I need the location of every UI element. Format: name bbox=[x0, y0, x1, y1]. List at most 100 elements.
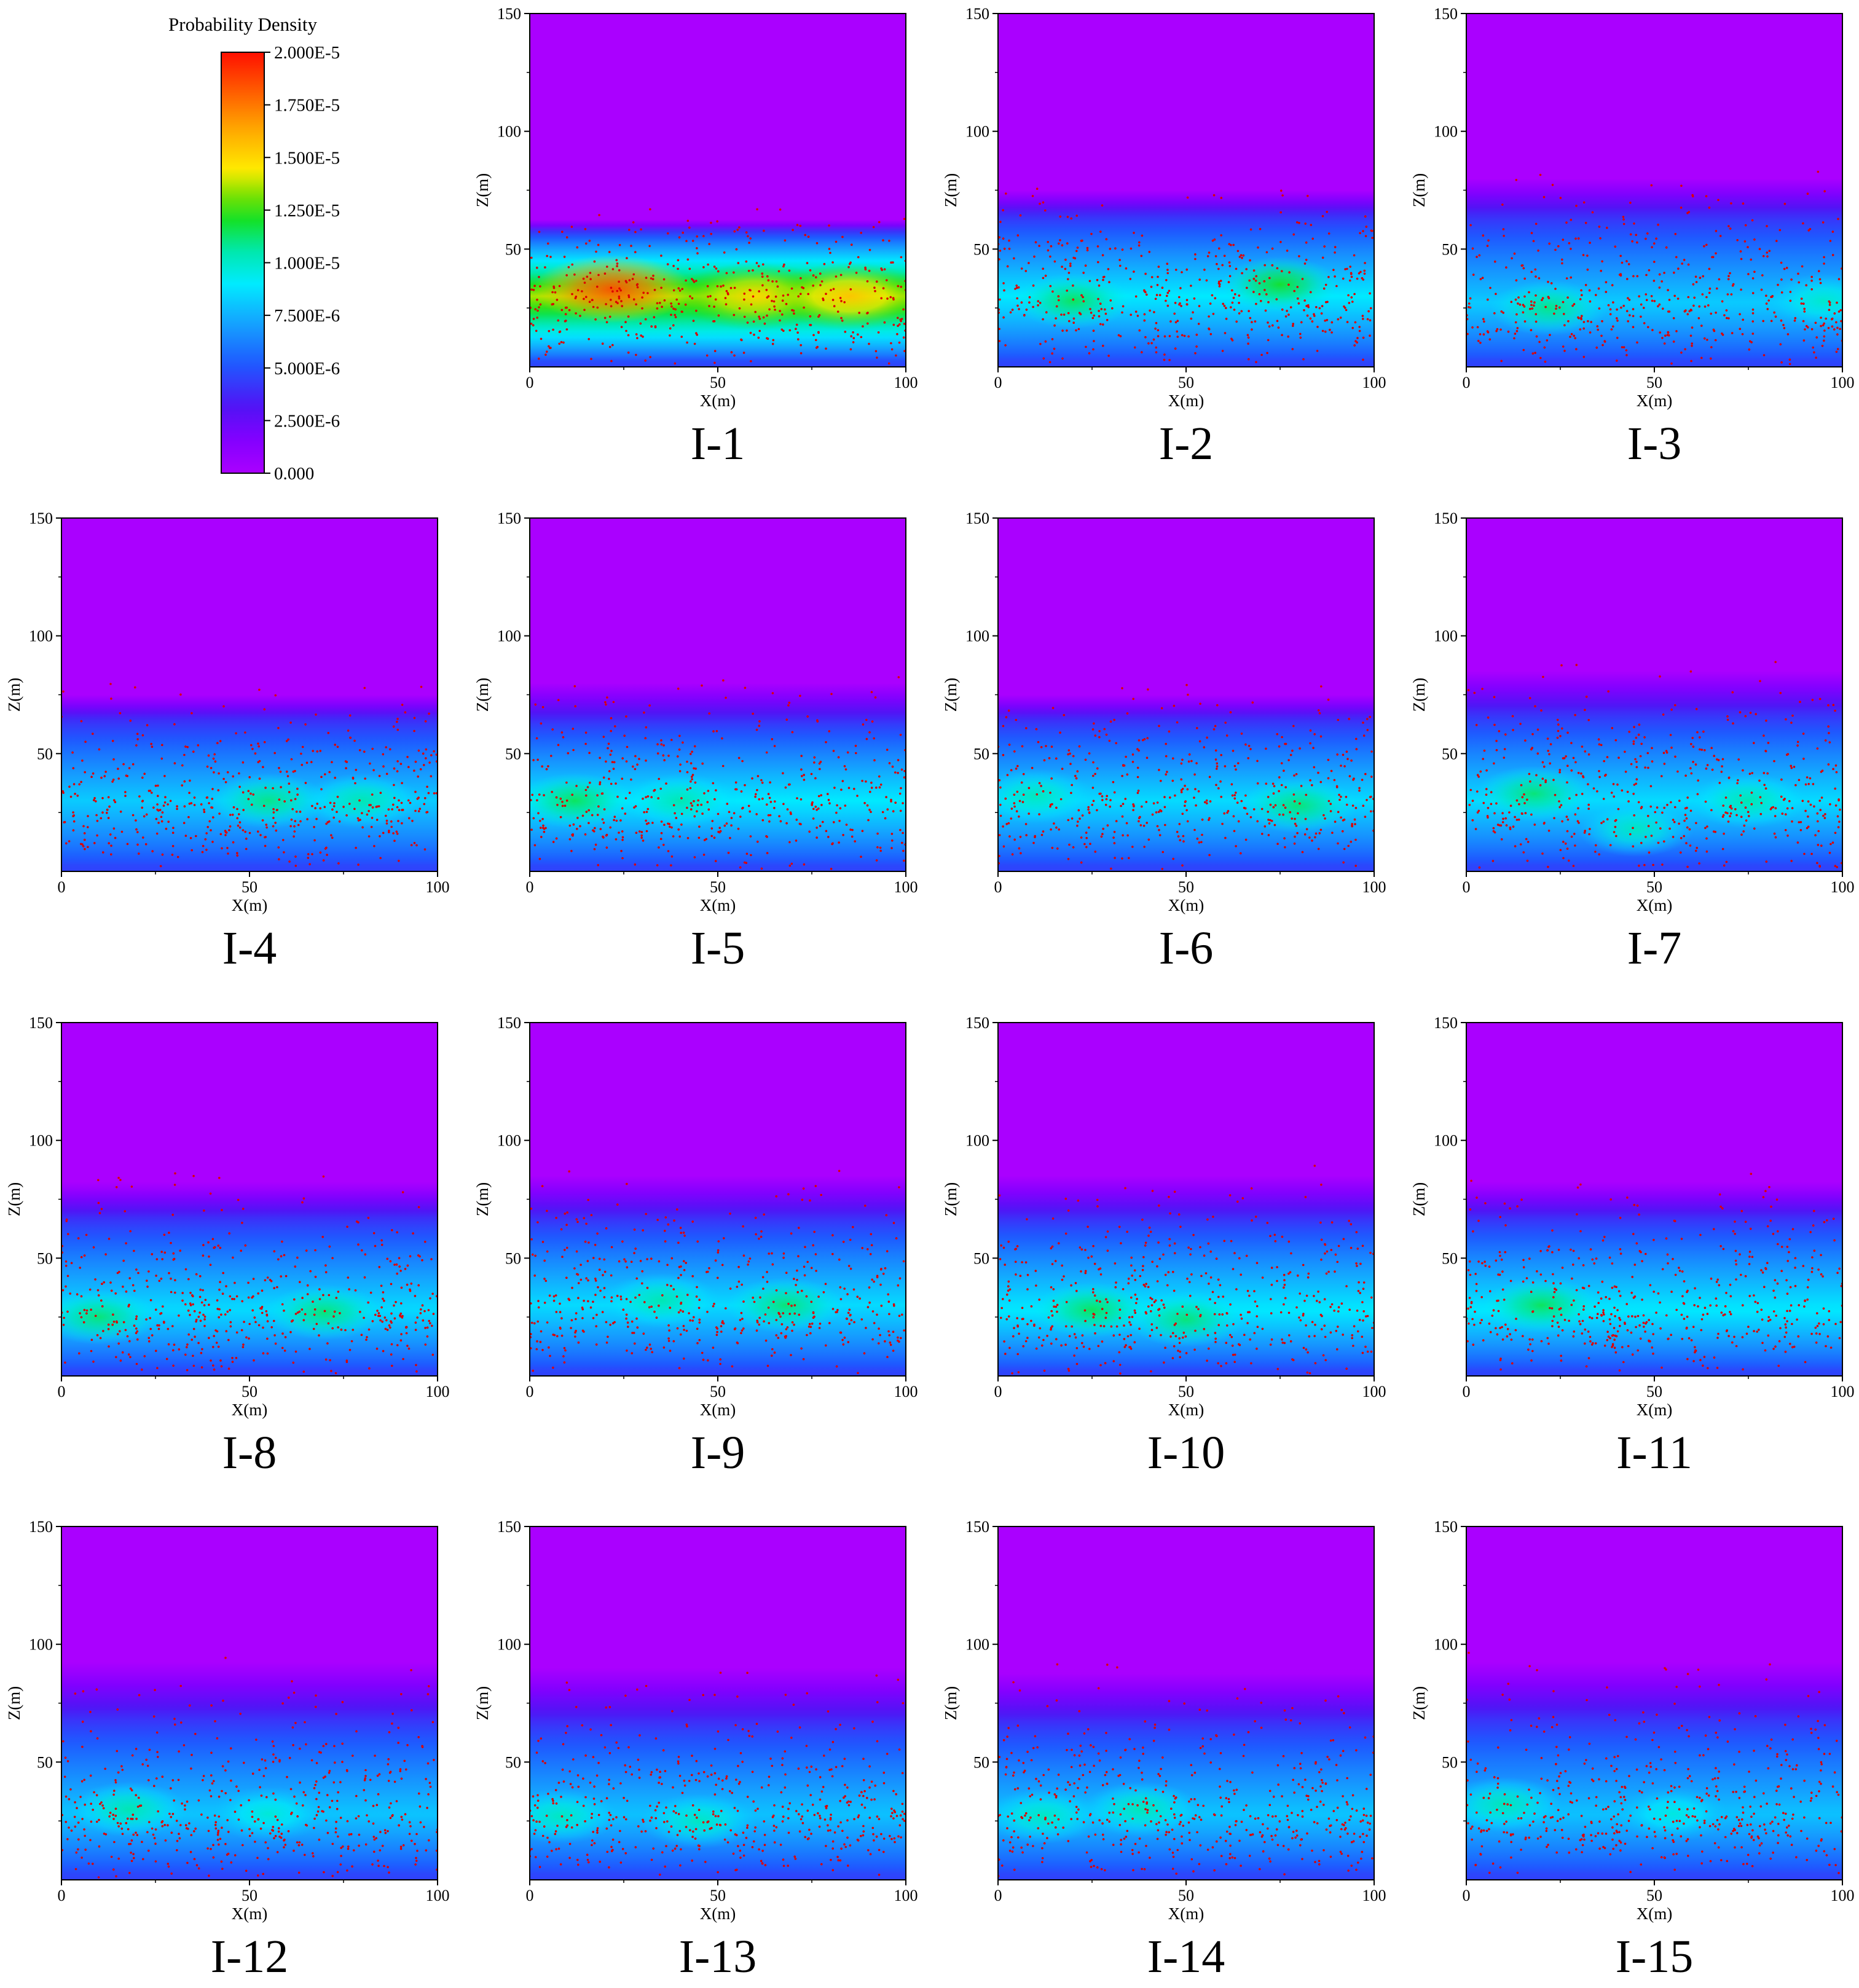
sample-point bbox=[686, 771, 689, 774]
sample-point bbox=[1346, 804, 1348, 806]
sample-point bbox=[1002, 754, 1005, 756]
sample-point bbox=[1628, 263, 1630, 265]
sample-point bbox=[1214, 725, 1217, 728]
sample-point bbox=[1643, 736, 1646, 739]
x-axis-label: X(m) bbox=[232, 1401, 267, 1419]
sample-point bbox=[1313, 766, 1316, 769]
sample-point bbox=[1616, 320, 1619, 322]
sample-point bbox=[414, 1295, 417, 1297]
sample-point bbox=[1717, 199, 1719, 202]
sample-point bbox=[1692, 283, 1695, 286]
sample-point bbox=[1622, 216, 1625, 218]
sample-point bbox=[1558, 307, 1561, 309]
sample-point bbox=[281, 1303, 284, 1306]
sample-point bbox=[1806, 827, 1809, 830]
sample-point bbox=[1517, 327, 1519, 329]
sample-point bbox=[762, 1276, 764, 1279]
sample-point bbox=[1265, 783, 1268, 785]
sample-point bbox=[1173, 705, 1176, 707]
sample-point bbox=[1088, 752, 1091, 755]
sample-point bbox=[387, 1258, 389, 1260]
sample-point bbox=[594, 261, 596, 263]
sample-point bbox=[836, 804, 838, 807]
sample-point bbox=[804, 1275, 806, 1277]
sample-point bbox=[872, 1310, 874, 1313]
sample-point bbox=[576, 246, 579, 249]
sample-point bbox=[1623, 223, 1625, 226]
sample-point bbox=[604, 272, 607, 275]
sample-point bbox=[762, 264, 764, 266]
sample-point bbox=[1598, 744, 1601, 746]
sample-point bbox=[127, 1335, 129, 1338]
sample-point bbox=[1727, 275, 1730, 277]
sample-point bbox=[892, 766, 894, 768]
sample-point bbox=[699, 1339, 701, 1342]
sample-point bbox=[1801, 297, 1803, 300]
sample-point bbox=[540, 304, 542, 306]
sample-point bbox=[787, 1303, 790, 1305]
sample-point bbox=[1763, 772, 1766, 774]
sample-point bbox=[1013, 793, 1016, 796]
sample-point bbox=[84, 848, 86, 851]
sample-point bbox=[1523, 349, 1525, 352]
sample-point bbox=[1331, 321, 1334, 324]
sample-point bbox=[1731, 332, 1734, 334]
sample-point bbox=[194, 1310, 196, 1313]
sample-point bbox=[1303, 309, 1305, 312]
sample-point bbox=[262, 766, 264, 768]
sample-point bbox=[1544, 779, 1547, 782]
sample-point bbox=[208, 1303, 210, 1306]
sample-point bbox=[1670, 734, 1672, 736]
sample-point bbox=[888, 1300, 890, 1303]
sample-point bbox=[84, 771, 86, 774]
sample-point bbox=[621, 326, 623, 328]
sample-point bbox=[1646, 299, 1648, 301]
y-tick-label: 50 bbox=[973, 240, 989, 258]
sample-point bbox=[796, 819, 798, 821]
sample-point bbox=[1093, 1313, 1096, 1316]
sample-point bbox=[1028, 301, 1031, 304]
sample-point bbox=[156, 1367, 159, 1369]
sample-point bbox=[109, 1281, 112, 1284]
sample-point bbox=[1292, 348, 1294, 350]
sample-point bbox=[1362, 804, 1365, 807]
sample-point bbox=[198, 1311, 201, 1314]
sample-point bbox=[1825, 739, 1827, 742]
sample-point bbox=[94, 1278, 96, 1281]
sample-point bbox=[886, 1250, 889, 1252]
sample-point bbox=[755, 813, 758, 815]
sample-point bbox=[696, 1241, 699, 1243]
sample-point bbox=[565, 313, 567, 315]
sample-point bbox=[1163, 796, 1166, 798]
sample-point bbox=[1025, 834, 1028, 836]
sample-point bbox=[554, 1334, 556, 1337]
sample-point bbox=[1255, 275, 1257, 278]
sample-point bbox=[1168, 1196, 1170, 1198]
sample-point bbox=[825, 1283, 827, 1286]
sample-point bbox=[717, 1251, 720, 1254]
sample-point bbox=[572, 728, 575, 730]
sample-point bbox=[204, 1316, 206, 1318]
sample-point bbox=[1213, 194, 1216, 197]
y-tick-label: 100 bbox=[29, 627, 53, 645]
sample-point bbox=[769, 797, 771, 800]
sample-point bbox=[1292, 325, 1294, 328]
sample-point bbox=[1807, 783, 1810, 785]
sample-point bbox=[1316, 1300, 1318, 1302]
sample-point bbox=[779, 320, 781, 322]
sample-point bbox=[1362, 278, 1365, 281]
sample-point bbox=[87, 815, 89, 817]
sample-point bbox=[1313, 313, 1315, 316]
sample-point bbox=[1353, 777, 1355, 780]
panel-label: I-4 bbox=[222, 922, 277, 974]
sample-point bbox=[320, 788, 323, 791]
sample-point bbox=[835, 812, 838, 814]
sample-point bbox=[1018, 286, 1020, 289]
sample-point bbox=[1334, 779, 1336, 782]
sample-point bbox=[1664, 334, 1667, 337]
sample-point bbox=[247, 1282, 250, 1284]
sample-point bbox=[1830, 843, 1832, 846]
sample-point bbox=[715, 860, 717, 862]
sample-point bbox=[283, 1254, 286, 1257]
sample-point bbox=[1294, 843, 1296, 845]
